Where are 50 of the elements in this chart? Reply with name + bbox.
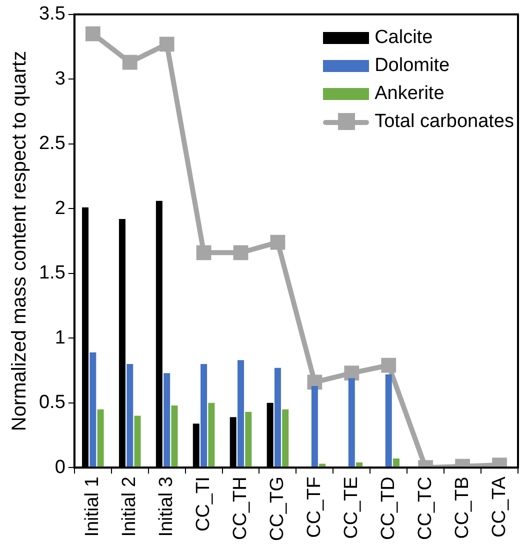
y-tick-label: 1.5 xyxy=(38,262,66,284)
bar xyxy=(282,409,289,468)
point xyxy=(196,245,212,260)
point xyxy=(233,245,248,260)
x-tick-label: CC_TD xyxy=(378,476,399,540)
x-tick-label: Initial 2 xyxy=(119,476,140,537)
bar xyxy=(311,386,318,468)
x-tick-label: Initial 3 xyxy=(156,476,178,537)
y-tick-label: 3 xyxy=(54,68,66,90)
bar xyxy=(245,412,252,468)
bar xyxy=(90,352,96,468)
x-tick-label: CC_TF xyxy=(304,476,325,538)
y-tick-label: 0 xyxy=(54,456,66,478)
bar xyxy=(274,368,281,468)
point xyxy=(344,366,360,381)
legend-label: Calcite xyxy=(374,26,433,50)
bar xyxy=(348,378,355,468)
point xyxy=(307,374,322,390)
bar xyxy=(208,402,215,468)
y-tick-label: 1 xyxy=(54,327,66,348)
bar xyxy=(164,373,170,468)
point xyxy=(85,26,100,42)
legend-label: Dolomite xyxy=(374,54,450,78)
point xyxy=(159,36,174,52)
y-tick-label: 2 xyxy=(54,198,66,219)
bar xyxy=(393,458,400,468)
bar xyxy=(238,360,244,468)
legend-label: Total carbonates xyxy=(374,110,514,134)
x-tick-label: CC_TE xyxy=(340,476,362,539)
bar xyxy=(171,405,178,468)
x-tick-label: CC_TI xyxy=(193,476,214,532)
x-tick-label: CC_TH xyxy=(230,476,251,540)
x-tick-label: Initial 1 xyxy=(82,476,104,537)
y-tick-label: 2.5 xyxy=(38,133,66,154)
y-tick-label: 0.5 xyxy=(38,392,66,414)
legend-label: Ankerite xyxy=(374,82,444,106)
x-tick-label: CC_TB xyxy=(452,476,473,539)
bar xyxy=(97,409,104,468)
point xyxy=(270,234,286,250)
x-tick-label: CC_TA xyxy=(488,476,510,538)
bar xyxy=(126,364,134,468)
bar xyxy=(200,364,208,468)
point xyxy=(122,54,138,70)
point xyxy=(381,358,396,373)
y-axis-title: Normalized mass content respect to quartz xyxy=(8,50,31,432)
bar xyxy=(385,374,392,468)
x-tick-label: CC_TC xyxy=(414,476,436,540)
x-tick-label: CC_TG xyxy=(266,476,288,542)
bar xyxy=(134,416,141,468)
y-tick-label: 3.5 xyxy=(38,4,66,25)
